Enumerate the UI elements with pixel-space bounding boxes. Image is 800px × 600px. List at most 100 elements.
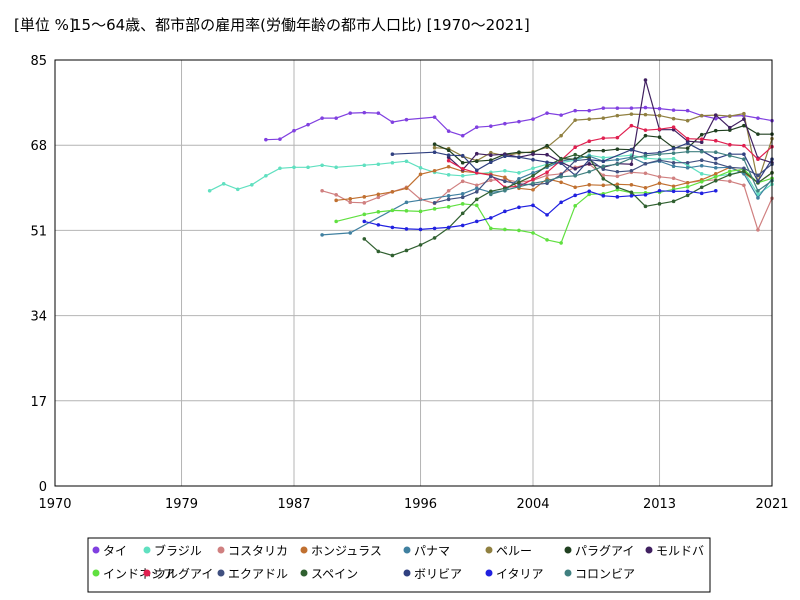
- data-point: [250, 182, 254, 187]
- data-point: [629, 168, 634, 173]
- data-point: [699, 140, 704, 144]
- legend-item: パナマ: [403, 544, 450, 558]
- data-point: [503, 179, 507, 184]
- data-point: [474, 125, 479, 129]
- data-point: [460, 202, 465, 206]
- data-point: [489, 189, 493, 194]
- data-point: [728, 179, 732, 184]
- legend-item: スペイン: [300, 567, 358, 581]
- legend-item: ペルー: [485, 544, 532, 558]
- data-point: [531, 181, 535, 186]
- data-point: [432, 226, 437, 231]
- data-point: [432, 207, 437, 211]
- data-point: [657, 127, 662, 131]
- data-point: [362, 219, 367, 224]
- data-point: [348, 111, 353, 115]
- data-point: [573, 193, 577, 198]
- data-point: [587, 117, 592, 121]
- data-point: [573, 173, 577, 178]
- data-point: [362, 237, 367, 241]
- legend-marker: [485, 546, 493, 554]
- legend-label: スペイン: [311, 567, 358, 581]
- data-point: [573, 204, 577, 208]
- y-tick-label: 0: [39, 480, 47, 495]
- data-point: [418, 227, 423, 232]
- legend-label: パナマ: [414, 544, 450, 558]
- data-point: [699, 132, 704, 137]
- data-point: [446, 153, 451, 158]
- data-point: [489, 192, 493, 197]
- data-point: [615, 113, 620, 118]
- data-point: [474, 219, 479, 224]
- data-point: [615, 195, 620, 199]
- data-point: [334, 193, 338, 197]
- data-point: [671, 164, 676, 169]
- data-point: [643, 112, 648, 117]
- data-point: [615, 135, 620, 140]
- data-point: [713, 128, 718, 133]
- data-point: [742, 183, 746, 188]
- data-point: [489, 226, 493, 231]
- data-point: [460, 160, 465, 165]
- data-point: [460, 173, 465, 178]
- data-point: [657, 158, 662, 163]
- data-point: [503, 227, 507, 232]
- data-point: [559, 200, 563, 205]
- legend-label: イタリア: [496, 567, 544, 581]
- data-point: [685, 163, 690, 168]
- data-point: [685, 180, 690, 185]
- data-point: [728, 114, 732, 118]
- data-point: [601, 164, 606, 169]
- x-tick-label: 1970: [38, 497, 71, 512]
- data-point: [615, 174, 620, 179]
- data-point: [671, 125, 676, 129]
- chart-title: 15～64歳、都市部の雇用率(労働年齢の都市人口比) [1970～2021]: [72, 16, 530, 34]
- data-point: [699, 171, 704, 176]
- legend-marker: [92, 546, 100, 554]
- data-point: [742, 169, 746, 174]
- data-point: [713, 171, 718, 176]
- data-point: [643, 204, 648, 209]
- legend-marker: [217, 569, 225, 577]
- data-point: [601, 159, 606, 164]
- data-point: [742, 157, 746, 162]
- data-point: [320, 189, 324, 193]
- legend-label: ボリビア: [414, 567, 462, 581]
- data-point: [587, 192, 592, 197]
- data-point: [559, 174, 563, 179]
- data-point: [643, 171, 648, 176]
- data-point: [615, 106, 620, 110]
- data-point: [629, 194, 634, 198]
- data-point: [460, 211, 465, 216]
- data-point: [517, 180, 521, 185]
- legend-item: コロンビア: [564, 567, 635, 581]
- data-point: [531, 170, 535, 175]
- data-point: [671, 108, 676, 112]
- legend-item: インドネシア: [92, 567, 175, 581]
- data-point: [531, 173, 535, 178]
- data-point: [404, 200, 409, 205]
- data-point: [278, 166, 282, 171]
- data-point: [643, 186, 648, 190]
- data-point: [756, 179, 760, 184]
- data-point: [545, 170, 549, 175]
- data-point: [657, 113, 662, 118]
- data-point: [671, 156, 676, 161]
- data-point: [685, 193, 690, 198]
- x-tick-label: 1987: [277, 497, 310, 512]
- data-point: [362, 212, 367, 217]
- data-point: [376, 249, 381, 254]
- data-point: [460, 179, 465, 184]
- data-point: [517, 176, 521, 181]
- legend-label: ペルー: [496, 544, 532, 558]
- data-point: [699, 113, 704, 118]
- data-point: [517, 228, 521, 233]
- data-point: [489, 216, 493, 220]
- data-point: [742, 111, 746, 116]
- data-point: [334, 116, 338, 120]
- data-point: [390, 208, 395, 213]
- data-point: [728, 153, 732, 158]
- data-point: [685, 149, 690, 154]
- data-point: [376, 192, 381, 197]
- series-line: [363, 154, 773, 257]
